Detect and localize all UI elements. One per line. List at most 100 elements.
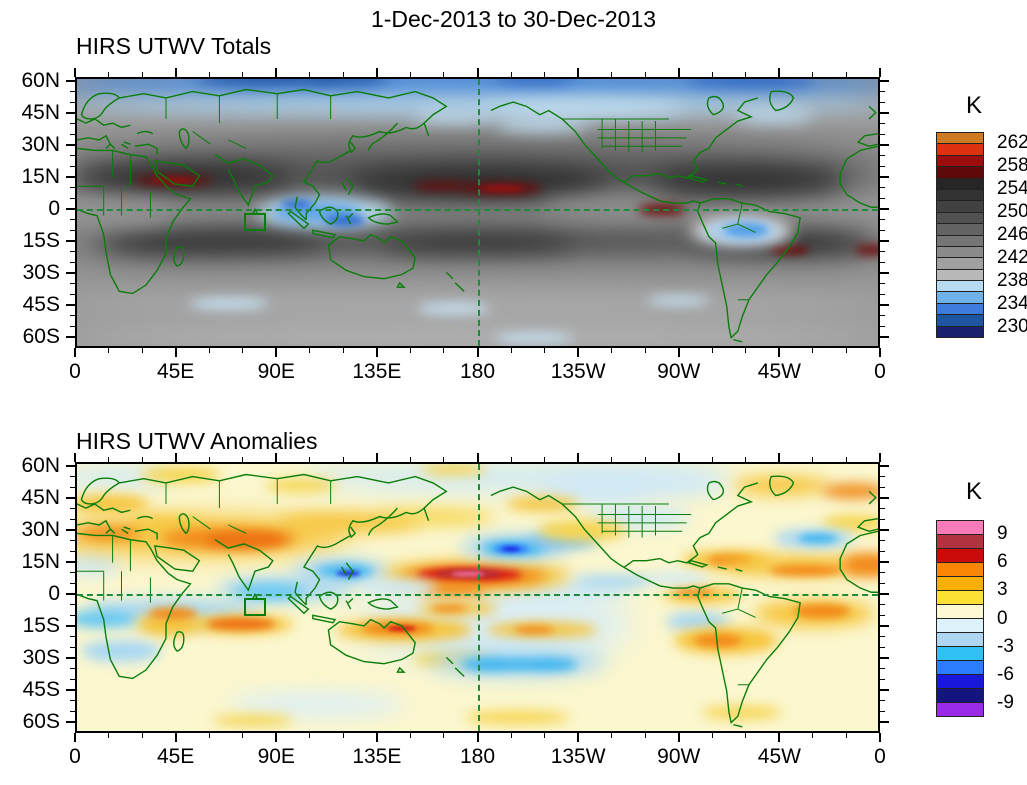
map-blob [421, 582, 486, 597]
colorbar-cell [937, 177, 983, 189]
map-blob [413, 111, 494, 122]
tick-major [880, 529, 889, 532]
tick-minor [880, 604, 885, 606]
tick-minor [108, 348, 110, 353]
tick-minor [711, 733, 713, 738]
tick-major [174, 733, 177, 742]
map-blob [537, 520, 626, 542]
tick-major [880, 208, 889, 211]
tick-minor [812, 733, 814, 738]
tick-major [778, 733, 781, 742]
tick-major [275, 733, 278, 742]
tick-minor [845, 348, 847, 353]
colorbar-cell [937, 314, 983, 326]
map-blob [733, 476, 830, 495]
tick-minor [880, 155, 885, 157]
colorbar-tick-label: 246 [997, 224, 1027, 245]
tick-major [880, 561, 889, 564]
tick-major [880, 272, 889, 275]
colorbar-cell [937, 590, 983, 604]
map-blob [77, 610, 138, 627]
lat-tick-label: 60N [21, 454, 60, 478]
tick-minor [443, 348, 445, 353]
tick-minor [208, 733, 210, 738]
tick-minor [242, 348, 244, 353]
map-blob [357, 578, 438, 595]
map-blob [417, 303, 490, 314]
tick-major [476, 348, 479, 357]
tick-minor [880, 315, 885, 317]
tick-major [879, 453, 881, 462]
colorbar-labels-anomalies: 9 6 3 0 -3 -6 -9 [997, 520, 1027, 717]
tick-minor [141, 733, 143, 738]
lon-tick-label: 0 [874, 360, 886, 383]
map-blob [479, 185, 524, 192]
lat-tick-label: 45S [22, 293, 60, 317]
colorbar-cell [937, 302, 983, 315]
tick-major [66, 80, 75, 83]
lon-axis-anomalies: 0 45E 90E 135E 180 135W 90W 45W 0 [69, 743, 886, 769]
map-blob [821, 482, 878, 499]
map-blob [335, 570, 360, 577]
tick-major [174, 348, 177, 357]
lat-tick-label: 15S [22, 614, 60, 638]
colorbar-tick-label: 242 [997, 246, 1027, 268]
tick-major [880, 176, 889, 179]
map-blob [821, 514, 878, 531]
tick-minor [644, 733, 646, 738]
tick-minor [880, 519, 885, 521]
tick-minor [510, 733, 512, 738]
lat-tick-label: 0 [48, 582, 60, 606]
colorbar-cell [937, 211, 983, 224]
tick-minor [880, 647, 885, 649]
tick-major [778, 453, 781, 462]
map-blob [81, 640, 162, 662]
tick-major [880, 240, 889, 243]
colorbar-cell [937, 143, 983, 155]
map-blob [573, 574, 654, 589]
tick-minor [880, 476, 885, 478]
colorbar-cell [937, 521, 983, 534]
map-blob [151, 177, 196, 184]
colorbar-totals [936, 132, 984, 338]
colorbar-cell [937, 291, 983, 303]
map-blob [141, 466, 222, 483]
lon-tick-label: 90E [257, 360, 295, 383]
colorbar-labels-totals: 262 258 254 250 246 242 238 234 230 [997, 132, 1027, 338]
map-blob [797, 534, 838, 544]
tick-major [66, 561, 75, 564]
map-blob [769, 245, 810, 254]
tick-major [677, 453, 680, 462]
tick-minor [880, 326, 885, 328]
tick-major [677, 733, 680, 742]
map-blob [685, 79, 814, 90]
lon-tick-label: 45E [156, 360, 195, 383]
tick-minor [880, 583, 885, 585]
lat-tick-label: 60S [22, 710, 60, 734]
lon-tick-label: 90W [657, 360, 701, 383]
tick-major [74, 68, 76, 77]
tick-major [577, 733, 580, 742]
tick-minor [880, 187, 885, 189]
tick-minor [711, 348, 713, 353]
tick-minor [880, 262, 885, 264]
tick-major [880, 465, 889, 468]
map-blob [541, 197, 670, 217]
tick-major [375, 348, 378, 357]
tick-minor [880, 251, 885, 253]
lon-tick-label: 180 [459, 360, 496, 383]
lon-axis-totals: 0 45E 90E 135E 180 135W 90W 45W 0 [69, 358, 886, 384]
tick-major [275, 348, 278, 357]
tick-major [880, 304, 889, 307]
lat-tick-label: 30N [21, 133, 60, 157]
lon-tick-label: 45W [757, 745, 801, 768]
tick-minor [880, 219, 885, 221]
tick-minor [880, 166, 885, 168]
map-blob [645, 573, 710, 585]
colorbar-cell [937, 548, 983, 562]
tick-minor [880, 668, 885, 670]
colorbar-cell [937, 702, 983, 716]
map-blob [205, 533, 286, 547]
tick-minor [644, 348, 646, 353]
colorbar-cell [937, 268, 983, 281]
